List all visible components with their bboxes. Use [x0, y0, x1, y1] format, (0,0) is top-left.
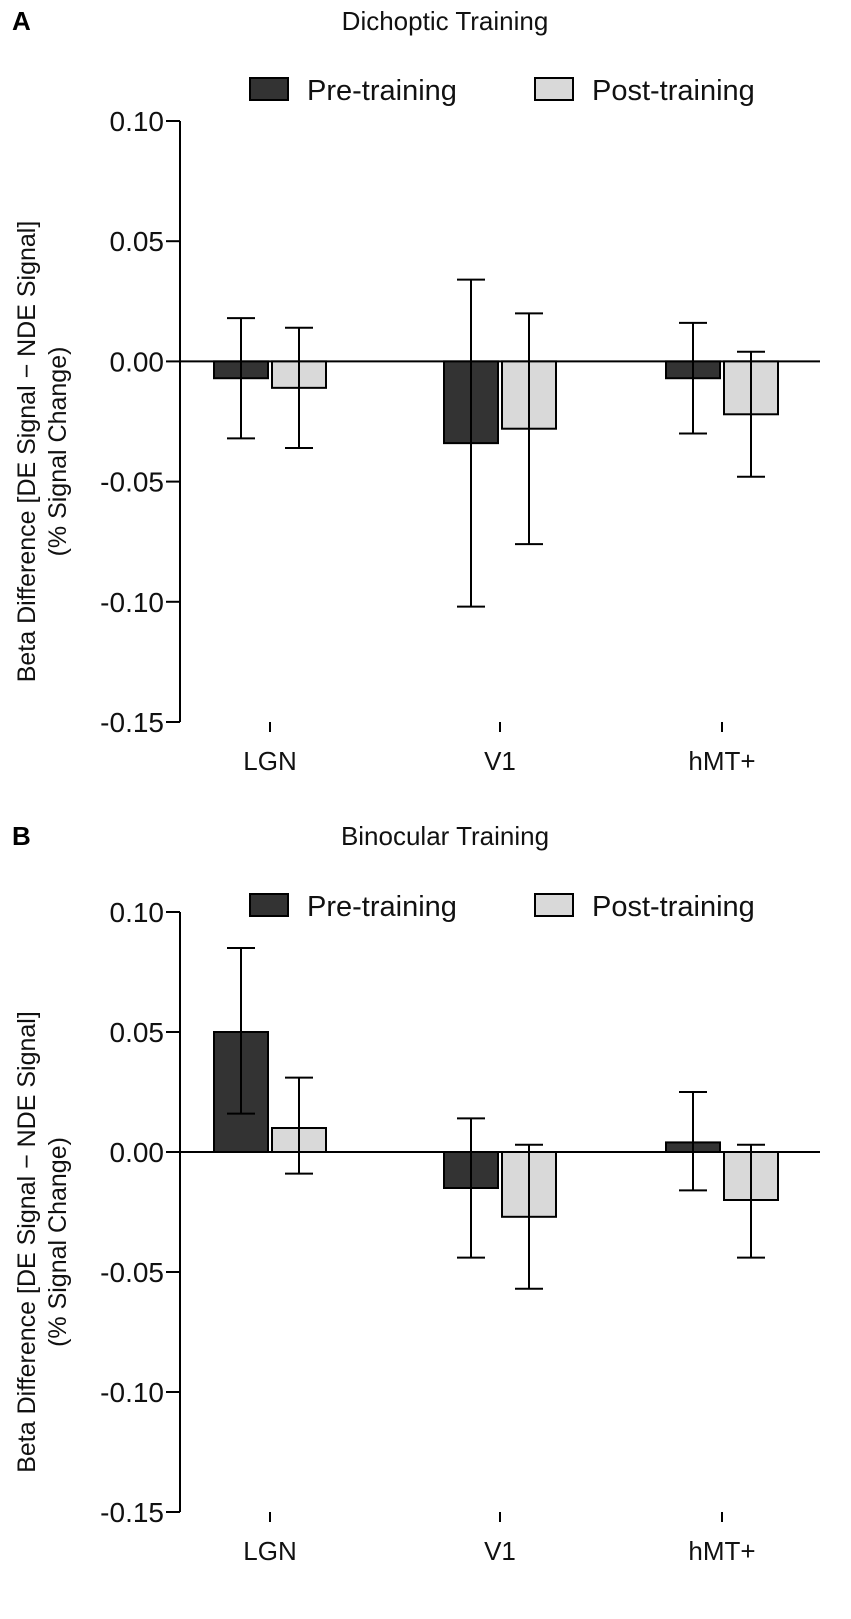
panel-letter: B — [12, 821, 31, 851]
y-tick-label: 0.00 — [110, 346, 165, 377]
y-tick-label: -0.15 — [100, 707, 164, 738]
legend-swatch-post — [534, 893, 574, 917]
chart-title: Dichoptic Training — [342, 6, 549, 36]
y-tick-label: 0.05 — [110, 226, 165, 257]
y-axis-label: Beta Difference [DE Signal − NDE Signal] — [13, 1011, 41, 1473]
y-tick-label: 0.05 — [110, 1017, 165, 1048]
category-label-lgn: LGN — [243, 746, 296, 776]
legend-label-post: Post-training — [592, 75, 755, 107]
panel-letter: A — [12, 6, 31, 36]
category-label-lgn: LGN — [243, 1536, 296, 1566]
chart-panel-b: B Binocular Training Pre-training Post-trai… — [12, 821, 820, 1566]
y-axis-label: Beta Difference [DE Signal − NDE Signal] — [13, 221, 41, 683]
category-label-v1: V1 — [484, 1536, 516, 1566]
y-tick-label: 0.00 — [110, 1137, 165, 1168]
category-label-hmtplus: hMT+ — [688, 746, 755, 776]
y-tick-label: 0.10 — [110, 897, 165, 928]
legend: Pre-training Post-training — [249, 75, 755, 107]
legend-label-pre: Pre-training — [307, 891, 457, 923]
legend-swatch-post — [534, 77, 574, 101]
y-tick-label: -0.10 — [100, 587, 164, 618]
category-label-v1: V1 — [484, 746, 516, 776]
y-tick-label: 0.10 — [110, 106, 165, 137]
legend-swatch-pre — [249, 77, 289, 101]
chart-panel-a: A Dichoptic Training Pre-training Post-trai… — [12, 6, 820, 776]
legend-swatch-pre — [249, 893, 289, 917]
y-tick-label: -0.05 — [100, 467, 164, 498]
y-tick-label: -0.10 — [100, 1377, 164, 1408]
y-tick-label: -0.15 — [100, 1497, 164, 1528]
legend-label-pre: Pre-training — [307, 75, 457, 107]
y-axis-label-units: (% Signal Change) — [44, 1137, 72, 1347]
y-tick-label: -0.05 — [100, 1257, 164, 1288]
legend: Pre-training Post-training — [249, 891, 755, 923]
legend-label-post: Post-training — [592, 891, 755, 923]
category-label-hmtplus: hMT+ — [688, 1536, 755, 1566]
chart-title: Binocular Training — [341, 821, 549, 851]
y-axis-label-units: (% Signal Change) — [44, 347, 72, 557]
